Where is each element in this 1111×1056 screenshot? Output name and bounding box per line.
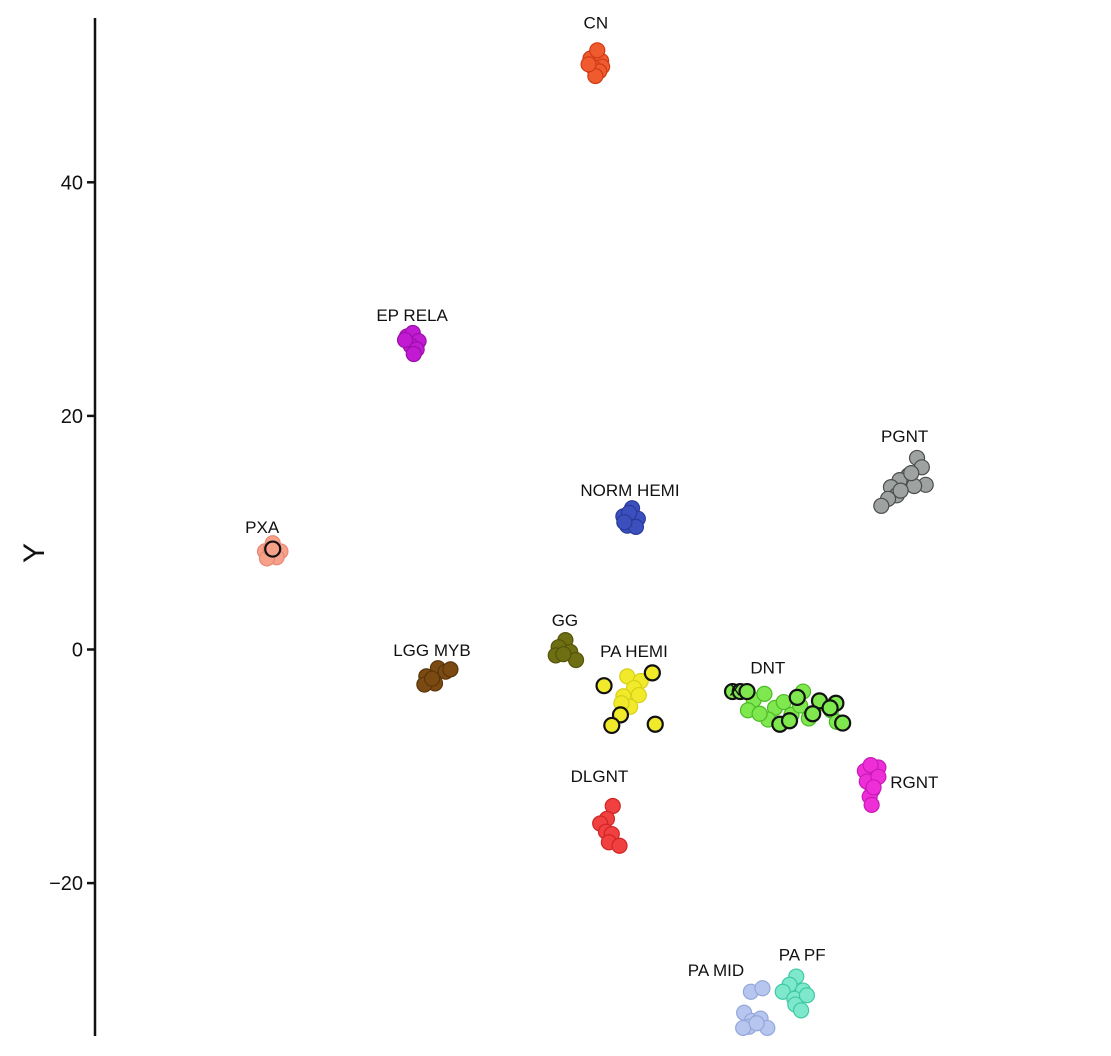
y-axis: −20 0 20 40 Y bbox=[18, 18, 97, 1036]
cluster-label: PA PF bbox=[779, 946, 826, 965]
cluster-pgnt bbox=[873, 449, 934, 514]
cluster-label: PGNT bbox=[881, 427, 928, 446]
data-point bbox=[405, 345, 422, 363]
data-point bbox=[589, 42, 606, 59]
cluster-ep-rela bbox=[396, 324, 427, 363]
cluster-dlgnt bbox=[592, 797, 628, 854]
data-point bbox=[793, 1002, 810, 1019]
data-point bbox=[611, 837, 628, 854]
data-point bbox=[616, 514, 633, 531]
data-point bbox=[798, 987, 816, 1004]
cluster-pa-pf bbox=[774, 968, 816, 1019]
data-point bbox=[580, 56, 597, 73]
y-tick-label: −20 bbox=[49, 873, 83, 895]
data-point bbox=[873, 497, 890, 514]
highlighted-data-point bbox=[595, 677, 613, 695]
cluster-lgg-myb bbox=[416, 660, 459, 693]
highlighted-data-point bbox=[804, 705, 822, 723]
data-point bbox=[756, 685, 773, 702]
cluster-pa-mid bbox=[735, 980, 776, 1037]
y-tick-label: 40 bbox=[61, 172, 83, 194]
highlighted-data-point bbox=[643, 664, 661, 682]
cluster-label: PA HEMI bbox=[600, 642, 668, 661]
data-point bbox=[735, 1019, 752, 1037]
cluster-label: LGG MYB bbox=[393, 641, 470, 660]
data-point bbox=[774, 983, 791, 1000]
cluster-dnt bbox=[739, 683, 852, 733]
cluster-label: NORM HEMI bbox=[580, 481, 679, 500]
highlighted-data-point bbox=[834, 714, 852, 732]
data-point bbox=[751, 705, 768, 722]
cluster-pxa bbox=[256, 535, 289, 567]
cluster-label: PA MID bbox=[688, 961, 744, 980]
highlighted-data-point bbox=[780, 712, 799, 730]
data-point bbox=[892, 482, 909, 499]
cluster-label: PXA bbox=[245, 518, 280, 537]
y-axis-title: Y bbox=[18, 543, 51, 563]
cluster-label: RGNT bbox=[890, 773, 938, 792]
data-point bbox=[396, 331, 414, 349]
cluster-label: DNT bbox=[750, 659, 785, 678]
data-point bbox=[903, 465, 920, 482]
data-point bbox=[865, 779, 882, 796]
data-point bbox=[748, 1015, 765, 1032]
cluster-x bbox=[723, 682, 756, 701]
cluster-cn bbox=[580, 42, 611, 85]
highlighted-data-point bbox=[821, 699, 839, 717]
data-point bbox=[630, 686, 647, 704]
data-point bbox=[424, 670, 441, 687]
scatter-points bbox=[256, 42, 934, 1037]
cluster-gg bbox=[547, 632, 585, 669]
data-point bbox=[863, 796, 880, 813]
highlighted-data-point bbox=[603, 716, 621, 735]
cluster-label: GG bbox=[552, 611, 578, 630]
y-tick-label: 0 bbox=[72, 640, 83, 662]
cluster-norm-hemi bbox=[615, 500, 646, 535]
highlighted-data-point bbox=[788, 688, 806, 706]
cluster-labels: CN EP RELA PXA NORM HEMI PGNT LGG MYB GG PA HEM… bbox=[245, 13, 938, 980]
data-point bbox=[442, 661, 459, 678]
cluster-label: X bbox=[729, 681, 740, 700]
cluster-rgnt bbox=[856, 757, 887, 813]
data-point bbox=[754, 980, 771, 997]
cluster-label: EP RELA bbox=[376, 306, 448, 325]
y-tick-label: 20 bbox=[61, 406, 83, 428]
cluster-pa-hemi bbox=[595, 664, 664, 735]
highlighted-data-point bbox=[264, 540, 282, 558]
cluster-label: CN bbox=[584, 13, 609, 32]
cluster-label: DLGNT bbox=[571, 767, 629, 786]
highlighted-data-point bbox=[646, 715, 664, 733]
highlighted-data-point bbox=[738, 682, 756, 701]
data-point bbox=[555, 646, 572, 663]
